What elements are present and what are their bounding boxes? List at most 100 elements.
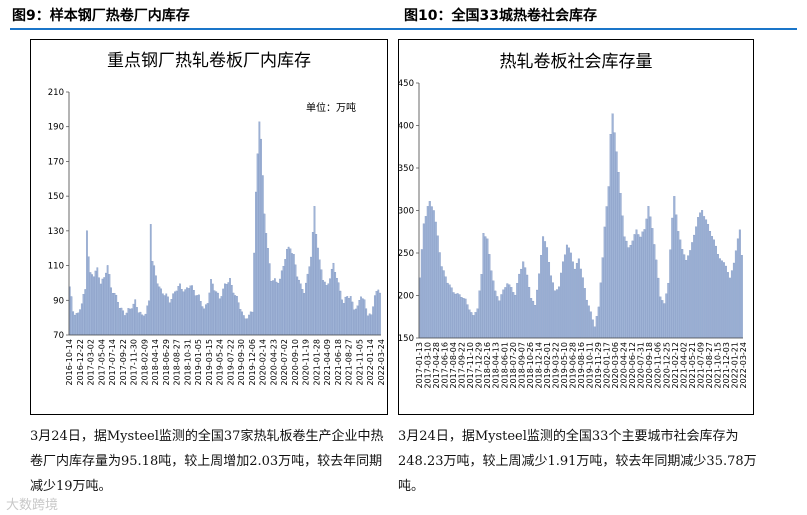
x-tick-label: 2021-11-05 [355, 339, 364, 386]
y-tick-label: 200 [399, 292, 414, 302]
bar [165, 293, 168, 336]
bar [320, 269, 323, 336]
bar [627, 247, 630, 339]
bar [534, 305, 537, 339]
bar [498, 300, 501, 339]
bar [681, 249, 684, 339]
bar [301, 289, 304, 336]
bar [275, 281, 278, 336]
bar [456, 293, 459, 339]
bar [342, 303, 345, 336]
bar [585, 299, 588, 339]
bar [679, 239, 682, 339]
bar [170, 299, 173, 336]
bar [478, 290, 481, 339]
x-tick-label: 2021-12-03 [722, 342, 731, 389]
bar [372, 306, 374, 336]
bar [134, 299, 137, 336]
x-tick-label: 2022-01-14 [366, 339, 375, 386]
bar [344, 296, 347, 336]
bar [355, 308, 357, 336]
bar [595, 316, 598, 339]
bar [589, 311, 592, 339]
bar [711, 236, 714, 339]
bar [663, 303, 666, 339]
bar [246, 318, 249, 336]
x-tick-label: 2019-03-15 [205, 339, 214, 386]
bar [554, 290, 556, 339]
bar [623, 236, 626, 339]
bar [308, 266, 311, 336]
bar [637, 234, 640, 339]
bar [142, 315, 145, 336]
bar [736, 238, 739, 339]
bar [296, 276, 299, 336]
bar [330, 268, 333, 336]
bar [255, 191, 257, 336]
bar [536, 289, 539, 339]
x-tick-label: 2020-03-06 [611, 342, 620, 389]
bar [683, 254, 686, 339]
bar [671, 217, 674, 339]
x-tick-label: 2020-11-19 [302, 339, 311, 386]
bar [655, 259, 658, 339]
bar [260, 138, 262, 336]
x-tick-label: 2018-10-31 [183, 339, 192, 386]
bar [502, 289, 505, 339]
bar [713, 239, 715, 339]
bar [292, 254, 295, 336]
bar [695, 226, 698, 339]
bar [653, 244, 656, 339]
bar [99, 283, 102, 336]
bar [261, 175, 264, 336]
bar [132, 303, 135, 336]
bar [687, 255, 690, 339]
bar [180, 289, 183, 336]
bar [661, 300, 664, 339]
x-tick-label: 2019-01-05 [194, 339, 203, 386]
bar [552, 282, 554, 339]
bar [201, 306, 204, 336]
x-tick-label: 2021-10-15 [713, 342, 722, 389]
bar [377, 289, 380, 336]
x-tick-label: 2022-01-21 [730, 342, 739, 389]
bar [251, 311, 254, 336]
bar [548, 262, 551, 339]
bar [206, 303, 209, 336]
bar [500, 294, 503, 339]
bar [168, 302, 171, 336]
bar [337, 282, 340, 336]
x-tick-label: 2017-12-29 [475, 342, 484, 389]
bar [196, 295, 199, 336]
y-tick-label: 250 [399, 249, 414, 259]
y-tick-label: 210 [48, 88, 64, 98]
x-tick-label: 2019-02-01 [543, 342, 552, 389]
bar [117, 302, 119, 336]
bar [175, 290, 178, 336]
bar [79, 309, 81, 336]
bar [567, 247, 570, 339]
bar [94, 270, 97, 336]
bar [721, 260, 723, 339]
x-tick-label: 2017-09-22 [119, 339, 128, 386]
x-tick-label: 2021-08-27 [345, 339, 354, 386]
bar [239, 309, 242, 336]
bar [581, 277, 584, 339]
x-tick-label: 2020-09-18 [645, 342, 654, 389]
bar [730, 270, 733, 339]
bar [360, 296, 362, 336]
bar [464, 298, 467, 339]
bar [367, 315, 369, 336]
bar [232, 292, 235, 336]
bar [544, 241, 547, 339]
bar [631, 240, 634, 339]
bar [187, 288, 190, 336]
x-tick-label: 2016-12-22 [76, 339, 85, 386]
bar [96, 267, 99, 336]
bar [315, 234, 318, 336]
bar [242, 315, 245, 336]
bar [643, 229, 646, 339]
bar [103, 277, 106, 336]
bar [506, 283, 509, 339]
